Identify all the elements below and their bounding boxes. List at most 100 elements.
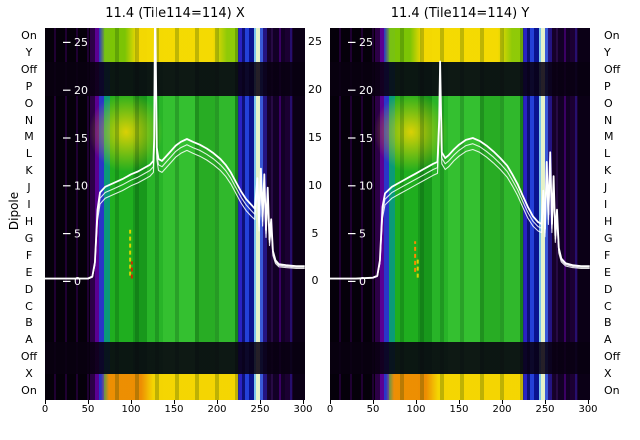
dipole-row-label-left: J xyxy=(27,181,31,195)
dipole-row-label-right: L xyxy=(604,147,611,161)
dipole-row-label-left: X xyxy=(25,367,33,381)
dipole-row-label-left: Off xyxy=(20,62,38,76)
y-tick-label: 20 xyxy=(74,84,88,97)
dipole-row-label-left: K xyxy=(25,164,33,178)
x-tick-label: 250 xyxy=(535,404,555,415)
y-tick-label: 5 xyxy=(359,227,366,240)
y-tick-label: 15 xyxy=(74,132,88,145)
x-tick-label: 0 xyxy=(41,404,49,415)
dipole-row-label-right: X xyxy=(604,367,612,381)
x-tick-mark xyxy=(330,400,331,404)
dipole-row-label-right: F xyxy=(604,248,611,262)
dipole-row-label-right: On xyxy=(604,29,620,42)
right-tick-label: 20 xyxy=(308,83,322,97)
dipole-row-label-right: P xyxy=(604,79,611,93)
x-tick-label: 300 xyxy=(293,404,313,415)
x-tick-mark xyxy=(459,400,460,404)
dipole-row-label-left: D xyxy=(24,282,34,296)
x-tick-label: 50 xyxy=(81,404,95,415)
dipole-row-label-right: E xyxy=(604,265,611,279)
dipole-labels-left: On Y Off P O N M L K J I H G F E D C B A Off X On xyxy=(16,0,42,440)
x-tick-label: 50 xyxy=(366,404,380,415)
dipole-row-label-left: Off xyxy=(20,350,38,364)
dipole-labels-right: On Y Off P O N M L K J I H G F E D C B A Off X On xyxy=(604,0,636,440)
dipole-row-label-left: I xyxy=(27,198,31,212)
dipole-row-label-left: M xyxy=(24,130,34,144)
dipole-row-label-left: On xyxy=(21,29,37,42)
dipole-row-label-left: G xyxy=(24,231,34,245)
dipole-row-label-right: C xyxy=(604,299,612,313)
dipole-row-label-right: M xyxy=(604,130,614,144)
dipole-row-label-right: J xyxy=(604,181,608,195)
dipole-row-label-left: Y xyxy=(25,45,33,59)
x-tick-label: 250 xyxy=(250,404,270,415)
right-ticks-of-panel-x: 25 20 15 10 5 0 xyxy=(303,0,327,440)
dipole-row-label-right: B xyxy=(604,316,612,330)
dipole-row-label-right: D xyxy=(604,282,613,296)
y-tick-label: 25 xyxy=(359,36,373,49)
dipole-row-label-left: F xyxy=(25,248,33,262)
x-tick-label: 150 xyxy=(449,404,469,415)
x-tick-label: 300 xyxy=(578,404,598,415)
bandpass-trace xyxy=(330,72,590,280)
x-tick-mark xyxy=(588,400,589,404)
right-tick-label: 25 xyxy=(308,35,322,49)
dipole-row-label-right: H xyxy=(604,215,613,228)
bandpass-trace xyxy=(45,5,305,280)
y-tick-label: 0 xyxy=(359,275,366,288)
dipole-row-label-right: A xyxy=(604,333,612,347)
y-tick-label: 25 xyxy=(74,36,88,49)
x-tick-mark xyxy=(260,400,261,404)
dipole-row-label-right: Off xyxy=(604,62,621,76)
x-tick-mark xyxy=(217,400,218,404)
y-tick-label: 10 xyxy=(359,180,373,193)
right-tick-label: 15 xyxy=(308,131,322,144)
dipole-row-label-right: Off xyxy=(604,350,621,364)
x-tick-label: 100 xyxy=(406,404,426,415)
dipole-row-label-right: K xyxy=(604,164,612,178)
dipole-row-label-left: B xyxy=(25,316,33,330)
dipole-row-label-left: L xyxy=(25,147,33,161)
y-tick-label: 10 xyxy=(74,180,88,193)
y-tick-label: 20 xyxy=(359,84,373,97)
x-tick-label: 200 xyxy=(492,404,512,415)
right-tick-label: 5 xyxy=(311,226,319,240)
dipole-row-label-left: N xyxy=(24,113,34,127)
x-tick-label: 0 xyxy=(326,404,334,415)
x-tick-mark xyxy=(303,400,304,404)
dipole-row-label-left: A xyxy=(25,333,33,347)
dipole-row-label-left: On xyxy=(21,384,37,398)
x-tick-label: 200 xyxy=(207,404,227,415)
heatmap-panel-x: 25 20 15 10 5 0 xyxy=(45,0,305,400)
y-tick-label: 5 xyxy=(74,227,81,240)
x-tick-mark xyxy=(416,400,417,404)
x-tick-mark xyxy=(88,400,89,404)
heatmap-panel-y: 25 20 15 10 5 0 xyxy=(330,28,590,400)
x-tick-mark xyxy=(45,400,46,404)
panel-y-overlay: 25 20 15 10 5 0 xyxy=(330,36,590,288)
right-tick-label: 10 xyxy=(308,178,322,192)
dipole-row-label-right: Y xyxy=(604,45,611,59)
x-tick-label: 150 xyxy=(164,404,184,415)
dipole-row-label-left: O xyxy=(24,96,34,110)
dipole-row-label-right: N xyxy=(604,113,613,127)
panel-x-overlay: 25 20 15 10 5 0 xyxy=(45,0,305,288)
x-tick-label: 100 xyxy=(121,404,141,415)
dipole-row-label-left: H xyxy=(24,215,34,228)
x-tick-mark xyxy=(131,400,132,404)
y-tick-label: 15 xyxy=(359,132,373,145)
dipole-row-label-right: O xyxy=(604,96,613,110)
x-tick-mark xyxy=(174,400,175,404)
dipole-row-label-left: P xyxy=(25,79,33,93)
panel-x-title: 11.4 (Tile114=114) X xyxy=(105,6,245,21)
dipole-row-label-left: C xyxy=(25,299,33,313)
dipole-row-label-left: E xyxy=(25,265,33,279)
dipole-row-label-right: On xyxy=(604,384,620,398)
x-tick-mark xyxy=(373,400,374,404)
right-tick-label: 0 xyxy=(311,274,319,288)
x-tick-mark xyxy=(545,400,546,404)
panel-y-title: 11.4 (Tile114=114) Y xyxy=(390,6,530,21)
dipole-row-label-right: G xyxy=(604,231,613,245)
y-tick-label: 0 xyxy=(74,275,81,288)
